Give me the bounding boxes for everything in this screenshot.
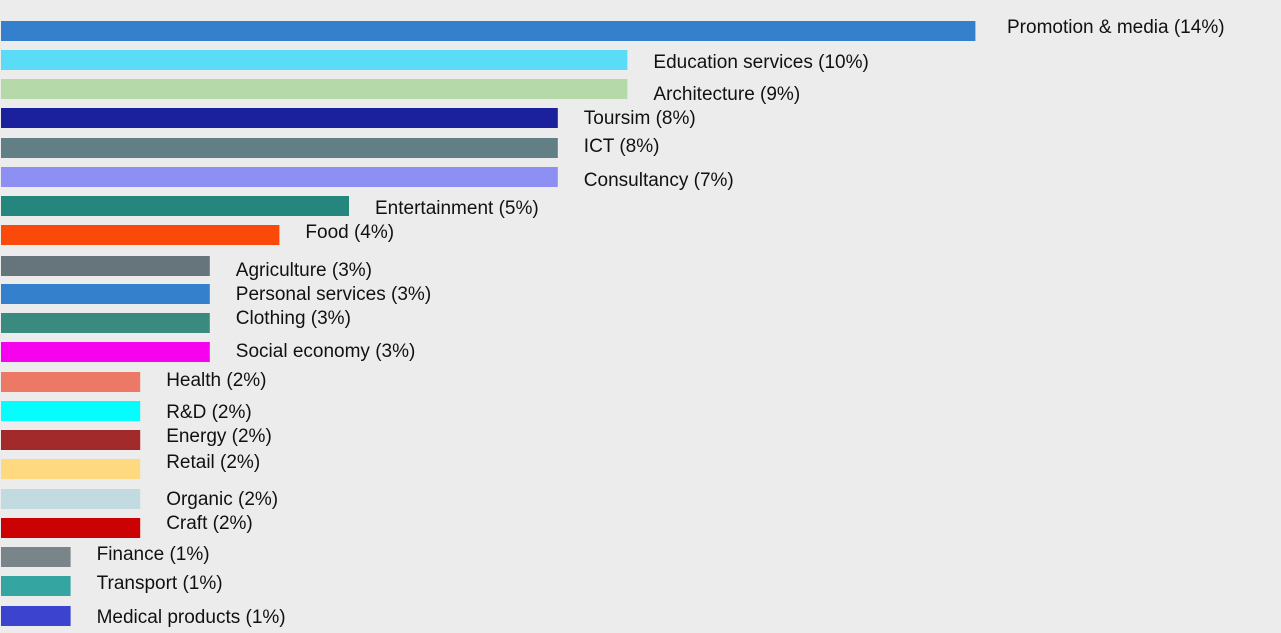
bar-17 <box>1 518 141 538</box>
bar-10 <box>1 313 210 333</box>
bar-label-18: Finance (1%) <box>97 544 210 565</box>
bar-label-2: Architecture (9%) <box>653 84 800 105</box>
bar-7 <box>1 225 280 245</box>
bar-label-1: Education services (10%) <box>653 52 868 73</box>
bar-9 <box>1 284 210 304</box>
bar-16 <box>1 489 141 509</box>
bar-label-8: Agriculture (3%) <box>236 260 372 281</box>
bar-label-13: R&D (2%) <box>166 402 252 423</box>
bar-label-4: ICT (8%) <box>584 136 660 157</box>
bar-label-12: Health (2%) <box>166 370 266 391</box>
bar-4 <box>1 138 558 158</box>
bar-0 <box>1 21 976 41</box>
bar-label-3: Toursim (8%) <box>584 108 696 129</box>
bar-11 <box>1 342 210 362</box>
bar-14 <box>1 430 141 450</box>
bar-8 <box>1 256 210 276</box>
bar-18 <box>1 547 71 567</box>
bar-12 <box>1 372 141 392</box>
bar-label-10: Clothing (3%) <box>236 308 351 329</box>
bar-label-6: Entertainment (5%) <box>375 198 539 219</box>
bar-label-19: Transport (1%) <box>97 573 223 594</box>
bar-label-17: Craft (2%) <box>166 513 253 534</box>
bar-label-15: Retail (2%) <box>166 452 260 473</box>
bar-label-5: Consultancy (7%) <box>584 170 734 191</box>
bar-label-20: Medical products (1%) <box>97 607 286 628</box>
bar-3 <box>1 108 558 128</box>
bar-15 <box>1 459 141 479</box>
bar-label-14: Energy (2%) <box>166 426 272 447</box>
bar-5 <box>1 167 558 187</box>
bar-2 <box>1 79 628 99</box>
bar-1 <box>1 50 628 70</box>
bar-label-16: Organic (2%) <box>166 489 278 510</box>
bar-label-0: Promotion & media (14%) <box>1007 17 1225 38</box>
bar-13 <box>1 401 141 421</box>
bar-label-7: Food (4%) <box>305 222 394 243</box>
bar-label-11: Social economy (3%) <box>236 341 416 362</box>
bar-label-9: Personal services (3%) <box>236 284 431 305</box>
bar-19 <box>1 576 71 596</box>
bar-6 <box>1 196 349 216</box>
bar-20 <box>1 606 71 626</box>
